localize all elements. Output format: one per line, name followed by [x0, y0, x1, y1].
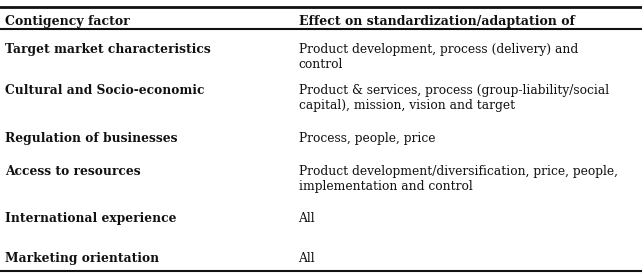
- Text: Product & services, process (group-liability/social
capital), mission, vision an: Product & services, process (group-liabi…: [299, 84, 609, 112]
- Text: International experience: International experience: [5, 212, 177, 225]
- Text: All: All: [299, 212, 315, 225]
- Text: Access to resources: Access to resources: [5, 165, 141, 178]
- Text: Contigency factor: Contigency factor: [5, 15, 130, 28]
- Text: Product development/diversification, price, people,
implementation and control: Product development/diversification, pri…: [299, 165, 618, 193]
- Text: Effect on standardization/adaptation of: Effect on standardization/adaptation of: [299, 15, 575, 28]
- Text: All: All: [299, 252, 315, 265]
- Text: Cultural and Socio-economic: Cultural and Socio-economic: [5, 84, 205, 98]
- Text: Product development, process (delivery) and
control: Product development, process (delivery) …: [299, 43, 578, 71]
- Text: Marketing orientation: Marketing orientation: [5, 252, 159, 265]
- Text: Target market characteristics: Target market characteristics: [5, 43, 211, 56]
- Text: Process, people, price: Process, people, price: [299, 132, 435, 145]
- Text: Regulation of businesses: Regulation of businesses: [5, 132, 178, 145]
